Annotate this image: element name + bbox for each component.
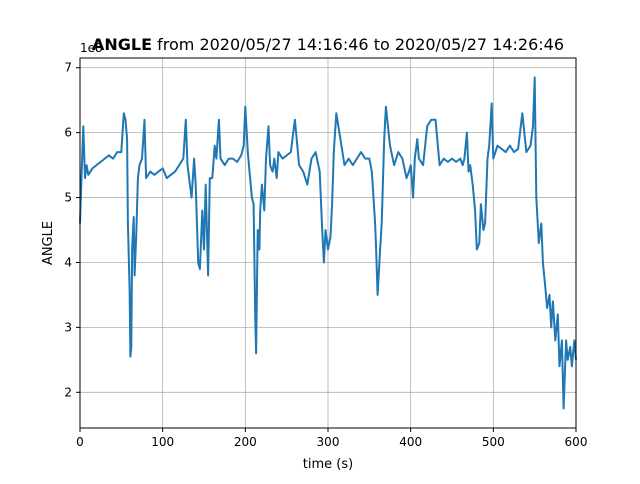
x-tick-label: 300	[317, 435, 340, 449]
x-axis-label: time (s)	[303, 457, 353, 472]
x-tick-label: 600	[565, 435, 588, 449]
y-axis: 2 3 4 5 6 7	[64, 61, 80, 399]
x-tick-label: 0	[76, 435, 84, 449]
y-offset-label: 1e8	[80, 41, 103, 55]
x-tick-label: 100	[151, 435, 174, 449]
y-tick-label: 4	[64, 255, 72, 269]
y-tick-label: 6	[64, 126, 72, 140]
y-tick-label: 5	[64, 191, 72, 205]
series-line	[79, 76, 577, 410]
x-axis: 0 100 200 300 400 500 600	[76, 428, 587, 449]
x-tick-label: 200	[234, 435, 257, 449]
y-axis-label: ANGLE	[41, 221, 56, 265]
series-layer	[79, 76, 577, 410]
chart-title-bold: ANGLE	[92, 35, 152, 54]
y-tick-label: 3	[64, 320, 72, 334]
x-tick-label: 400	[399, 435, 422, 449]
x-tick-label: 500	[482, 435, 505, 449]
chart-title: ANGLE from 2020/05/27 14:16:46 to 2020/0…	[92, 35, 564, 54]
y-tick-label: 7	[64, 61, 72, 75]
chart-title-rest: from 2020/05/27 14:16:46 to 2020/05/27 1…	[152, 35, 564, 54]
y-tick-label: 2	[64, 385, 72, 399]
